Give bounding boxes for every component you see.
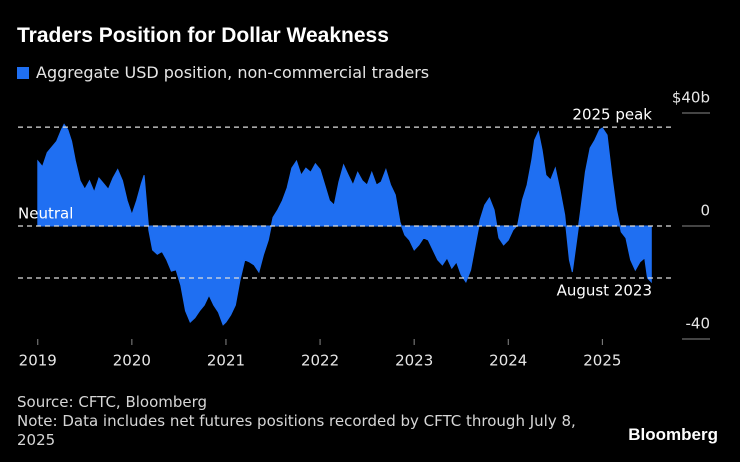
legend: Aggregate USD position, non-commercial t… <box>17 63 429 82</box>
x-tick-label: 2024 <box>489 352 527 370</box>
chart-title: Traders Position for Dollar Weakness <box>17 24 389 47</box>
x-tick-label: 2025 <box>583 352 621 370</box>
annotation-label: August 2023 <box>557 281 652 299</box>
x-tick-label: 2019 <box>19 352 57 370</box>
legend-label: Aggregate USD position, non-commercial t… <box>36 63 430 82</box>
y-tick-label: 0 <box>700 202 710 220</box>
x-tick-label: 2022 <box>301 352 339 370</box>
y-tick-label: $40b <box>672 89 710 107</box>
x-tick-label: 2023 <box>395 352 433 370</box>
note: Note: Data includes net futures position… <box>17 412 576 449</box>
annotation-label: 2025 peak <box>572 106 652 124</box>
footnotes: Source: CFTC, Bloomberg Note: Data inclu… <box>17 393 577 450</box>
y-tick-label: -40 <box>686 315 711 333</box>
annotation-label: Neutral <box>18 205 73 223</box>
x-tick-label: 2021 <box>207 352 245 370</box>
brand: Bloomberg <box>628 425 718 444</box>
x-tick-label: 2020 <box>113 352 151 370</box>
legend-swatch <box>17 66 29 79</box>
area <box>37 123 652 326</box>
source: Source: CFTC, Bloomberg <box>17 393 208 411</box>
